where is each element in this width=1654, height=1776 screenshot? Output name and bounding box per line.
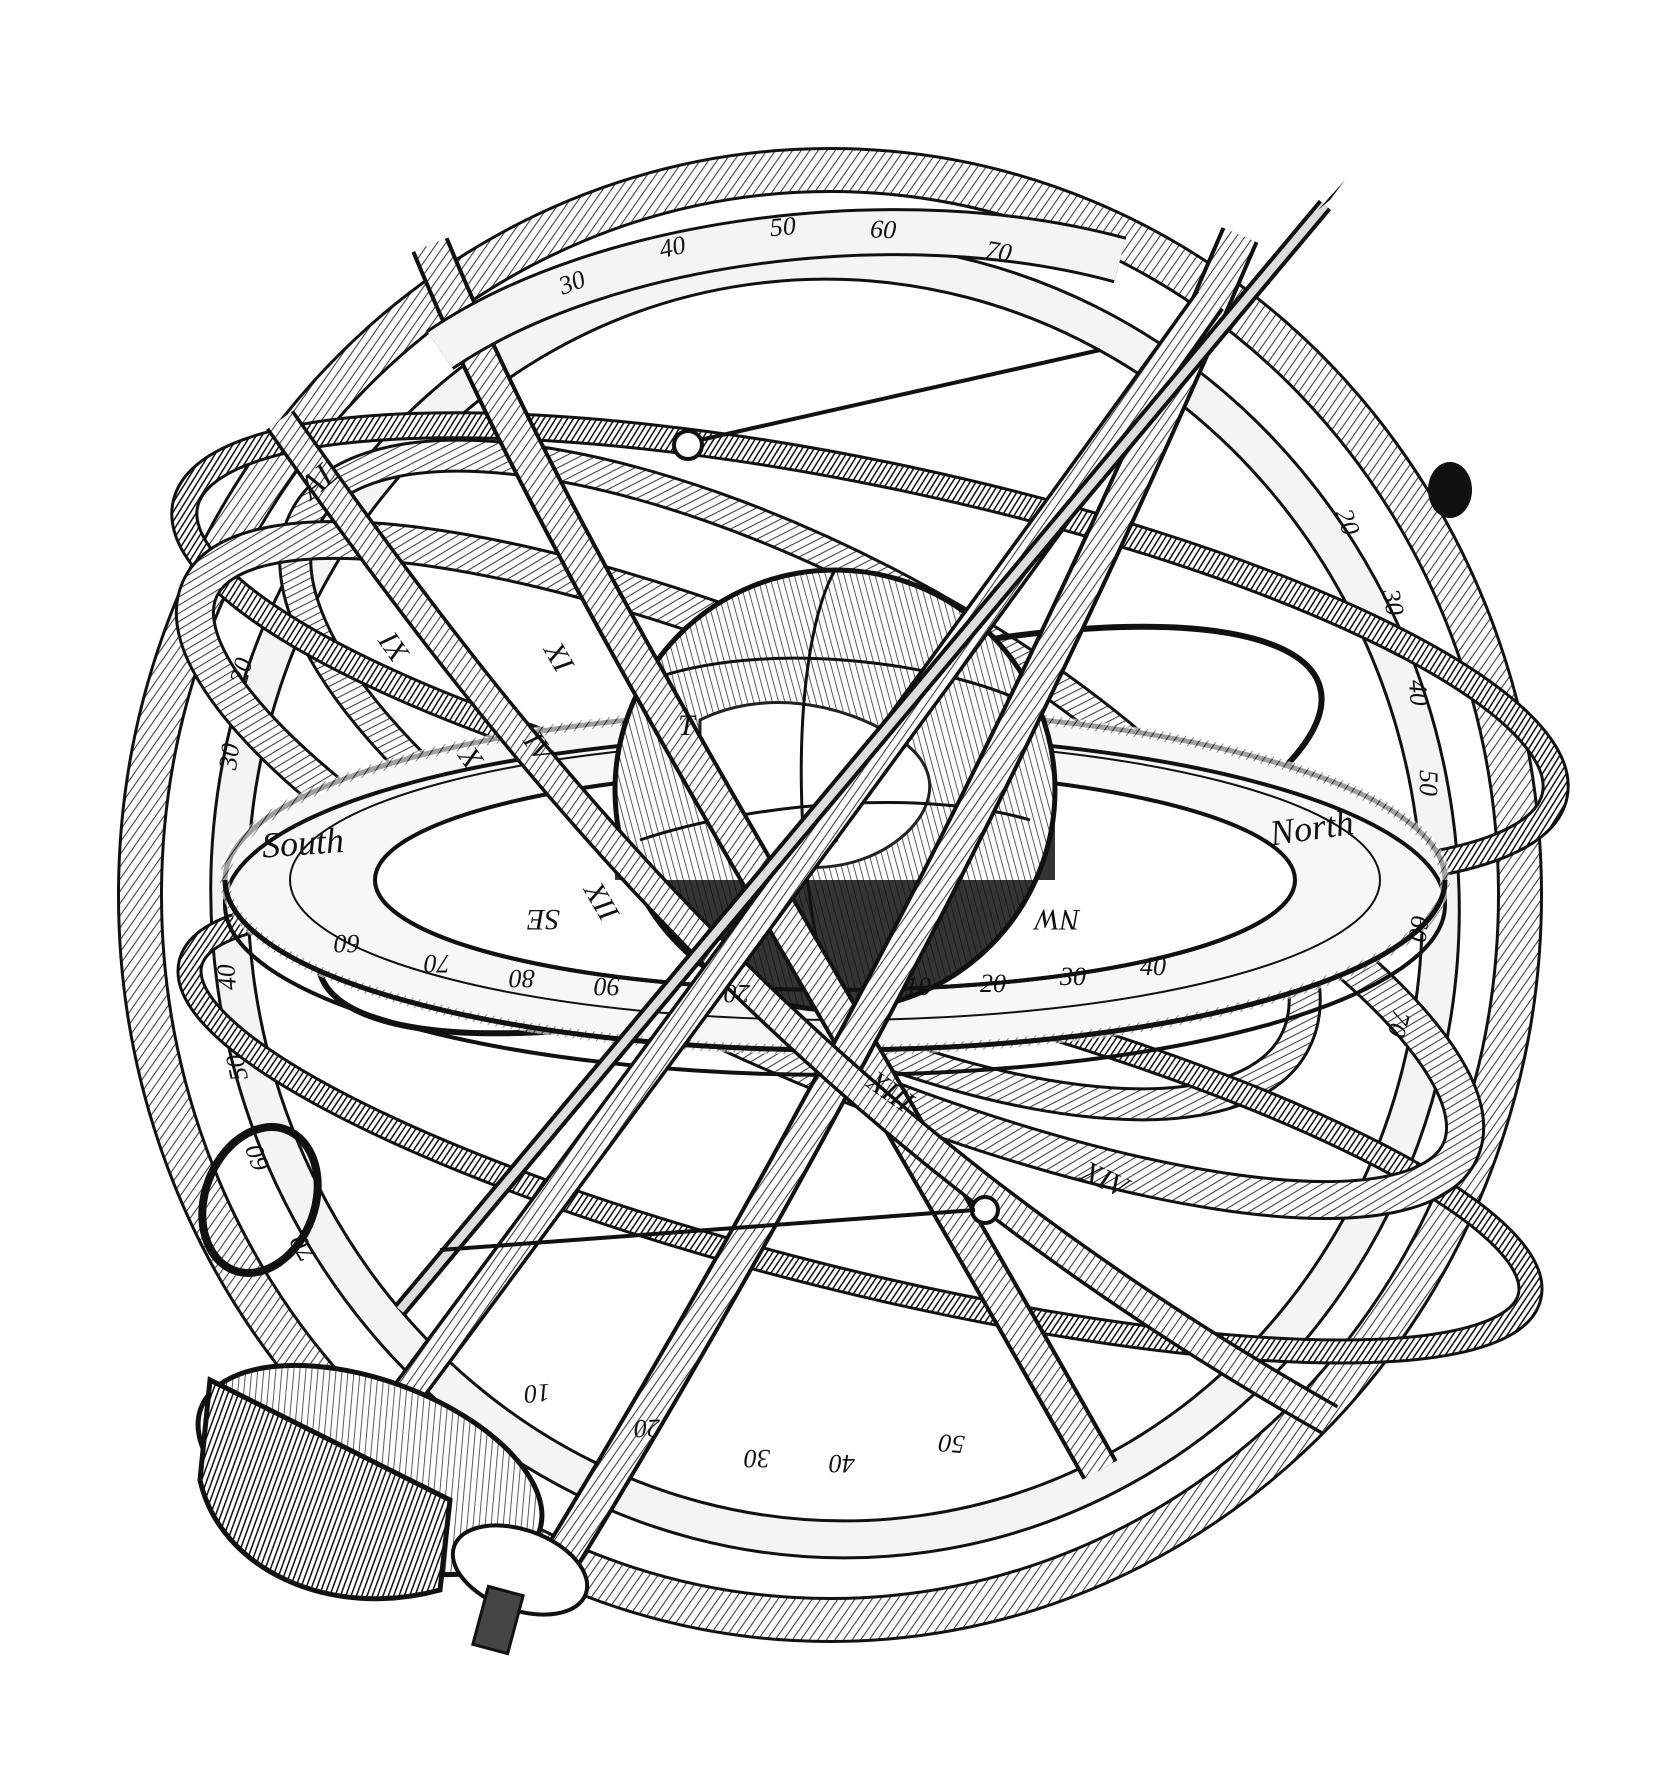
right-scale-tick: 30 <box>1376 586 1410 618</box>
colure-band-d <box>366 290 1224 1441</box>
left-scale-tick: 50 <box>220 1052 254 1083</box>
right-scale-tick: 40 <box>1403 678 1434 706</box>
colure-band-c <box>266 410 1339 1435</box>
label-nw: NW <box>1032 903 1081 936</box>
top-scale-labels: 30 40 50 60 70 <box>554 211 1014 301</box>
left-scale-tick: 40 <box>211 963 242 991</box>
top-scale-tick: 40 <box>657 230 688 264</box>
bottom-scale-tick: 50 <box>937 1428 965 1459</box>
back-scale-tick: 60 <box>334 929 360 958</box>
back-scale-tick: 90 <box>594 972 620 1001</box>
front-scale-tick: 20 <box>980 969 1006 998</box>
meridian-knob <box>1428 462 1472 518</box>
bottom-scale-tick: 40 <box>829 1449 855 1478</box>
back-scale-tick: 20 <box>724 979 750 1008</box>
bottom-scale-labels: 10 20 30 40 50 <box>523 1378 966 1478</box>
back-scale-labels: 60 70 80 90 20 <box>334 929 750 1008</box>
front-scale-labels: 10 20 30 40 <box>905 952 1166 1001</box>
label-south: South <box>261 820 346 866</box>
front-scale-tick: 30 <box>1059 962 1086 991</box>
roman-numeral: XI <box>537 636 581 680</box>
back-scale-tick: 70 <box>424 949 450 978</box>
label-se: SE <box>527 903 560 936</box>
outer-meridian-ring <box>117 147 1543 1643</box>
polar-axis <box>393 180 1345 1316</box>
sun-ball <box>672 348 1101 461</box>
upper-scale-arc <box>426 208 1127 370</box>
colure-band-a <box>411 237 1118 1480</box>
label-t: T <box>678 709 697 742</box>
top-scale-tick: 60 <box>869 214 896 244</box>
top-scale-tick: 70 <box>983 235 1014 268</box>
top-scale-tick: 50 <box>768 211 796 242</box>
bottom-scale-tick: 20 <box>634 1413 661 1443</box>
bottom-scale-tick: 30 <box>744 1444 771 1473</box>
back-scale-tick: 80 <box>509 964 535 993</box>
base-socket <box>195 1123 590 1656</box>
left-scale-tick: 30 <box>213 742 245 773</box>
right-scale-labels: 20 30 40 50 60 70 <box>1330 505 1443 1041</box>
moon-ball <box>439 1195 1000 1252</box>
right-scale-tick: 60 <box>1403 914 1435 944</box>
front-scale-tick: 40 <box>1140 952 1166 981</box>
front-scale-tick: 10 <box>905 972 931 1001</box>
bottom-scale-tick: 10 <box>523 1378 551 1409</box>
right-scale-tick: 50 <box>1414 770 1443 796</box>
